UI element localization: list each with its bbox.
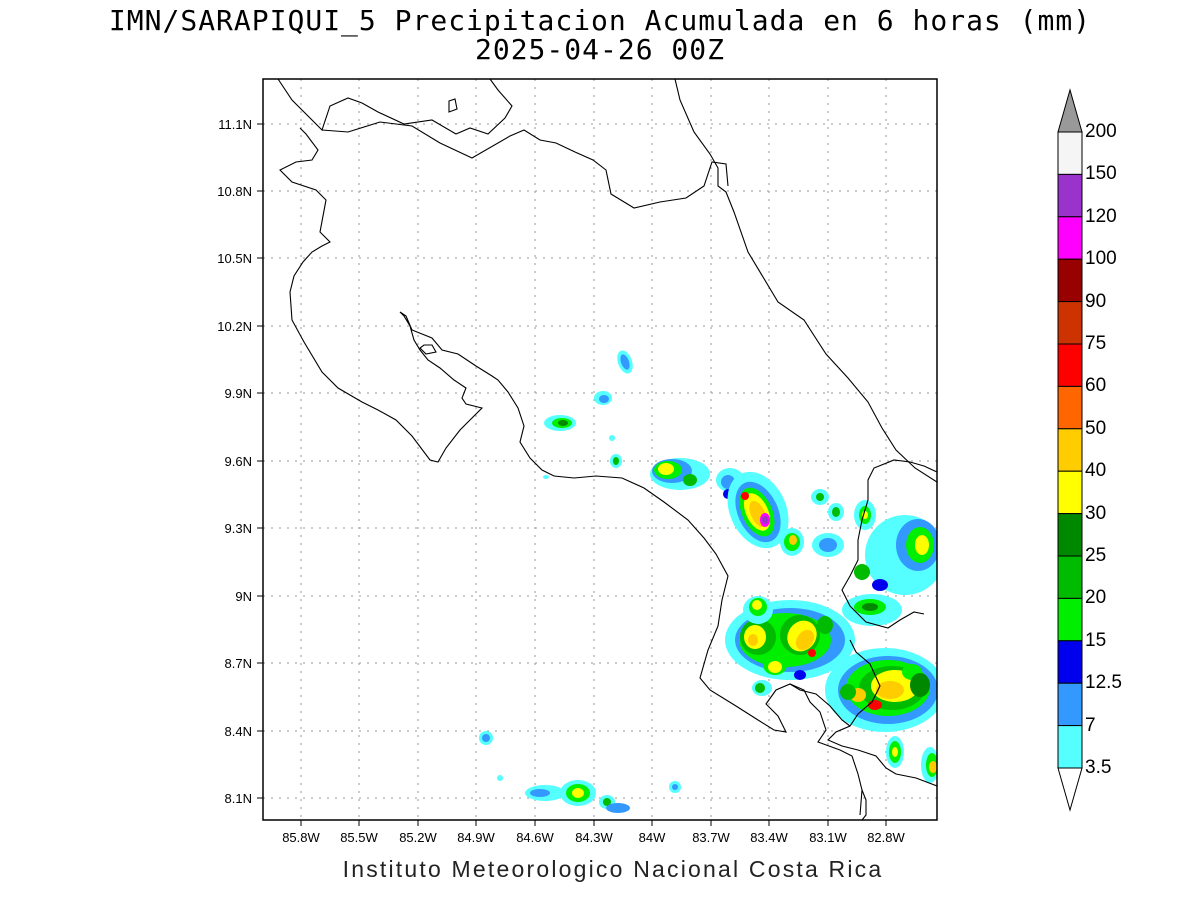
- rain-cell: [825, 648, 937, 732]
- colorbar-label: 120: [1085, 206, 1117, 227]
- colorbar-swatch-90: [1057, 301, 1083, 345]
- lake-island: [448, 98, 458, 113]
- osa-inner-coast: [789, 683, 851, 727]
- colorbar-swatch-60: [1057, 385, 1083, 430]
- panama-border: [841, 459, 937, 629]
- lon-tick-label: 83.7W: [692, 830, 730, 845]
- lat-tick-label: 9.3N: [225, 521, 252, 536]
- colorbar-label: 100: [1085, 248, 1117, 269]
- colorbar-label: 90: [1085, 291, 1107, 312]
- colorbar-label: 3.5: [1085, 757, 1112, 778]
- lat-tick-label: 8.7N: [225, 656, 252, 671]
- lon-tick-label: 83.1W: [809, 830, 847, 845]
- rain-cell: [610, 454, 622, 468]
- colorbar-swatch-30: [1057, 513, 1083, 557]
- map-frame: [262, 78, 938, 821]
- rain-cell: [828, 503, 844, 521]
- colorbar-arrow-bottom: [1057, 767, 1083, 812]
- lon-tick-label: 84W: [639, 830, 666, 845]
- lat-tick-label: 8.4N: [225, 724, 252, 739]
- map-title: IMN/SARAPIQUI_5 Precipitacion Acumulada …: [108, 4, 1092, 37]
- colorbar-label: 40: [1085, 460, 1107, 481]
- burica-peninsula: [861, 789, 867, 820]
- lon-tick-label: 85.2W: [399, 830, 437, 845]
- colorbar-swatch-75: [1057, 343, 1083, 387]
- nicaragua-costa-rica-border: [321, 121, 729, 209]
- colorbar-label: 20: [1085, 587, 1107, 608]
- rain-cell: [886, 736, 904, 768]
- rain-cell: [725, 596, 855, 696]
- colorbar-label: 30: [1085, 503, 1107, 524]
- colorbar-label: 25: [1085, 545, 1107, 566]
- colorbar-label: 7: [1085, 715, 1096, 736]
- lon-tick-label: 85.5W: [340, 830, 378, 845]
- colorbar-arrow-top: [1057, 88, 1083, 133]
- precipitation-field: [479, 350, 937, 813]
- rain-cell: [594, 391, 612, 405]
- colorbar-swatch-7: [1057, 725, 1083, 769]
- colorbar-label: 75: [1085, 333, 1107, 354]
- rain-cell: [780, 528, 804, 556]
- axis-ticks: [257, 123, 887, 826]
- colorbar-swatch-100: [1057, 258, 1083, 303]
- rain-cell: [497, 435, 681, 813]
- colorbar-label: 60: [1085, 375, 1107, 396]
- lat-gridlines: [263, 123, 937, 799]
- rain-cell: [812, 533, 844, 557]
- lat-tick-label: 9N: [235, 589, 252, 604]
- lat-tick-label: 10.8N: [217, 184, 252, 199]
- pacific-coast: [279, 127, 863, 816]
- colorbar-label: 200: [1085, 121, 1117, 142]
- rain-cell: [854, 515, 937, 595]
- lon-tick-label: 85.8W: [282, 830, 320, 845]
- rain-cell: [727, 471, 789, 549]
- lat-tick-label: 10.5N: [217, 251, 252, 266]
- colorbar-swatch-50: [1057, 428, 1083, 472]
- rain-cell: [842, 594, 902, 626]
- footer-credit: Instituto Meteorologico Nacional Costa R…: [342, 856, 884, 882]
- colorbar-swatch-200: [1057, 131, 1083, 175]
- rain-cell: [479, 731, 493, 745]
- map-subtitle-date: 2025-04-26 00Z: [474, 33, 725, 66]
- rain-cell: [811, 489, 829, 505]
- lon-tick-label: 82.8W: [867, 830, 905, 845]
- colorbar-label: 50: [1085, 418, 1107, 439]
- colorbar-label: 150: [1085, 163, 1117, 184]
- lon-gridlines: [300, 79, 887, 820]
- colorbar-swatch-15: [1057, 640, 1083, 684]
- lat-tick-label: 11.1N: [218, 117, 252, 132]
- lon-tick-label: 83.4W: [750, 830, 788, 845]
- colorbar-swatch-40: [1057, 470, 1083, 515]
- lat-tick-label: 9.6N: [225, 454, 252, 469]
- caribbean-coast: [674, 79, 937, 483]
- lat-tick-label: 9.9N: [225, 386, 252, 401]
- colorbar-swatch-25: [1057, 555, 1083, 599]
- nicaragua-lake-coast: [277, 79, 513, 135]
- coastlines: [277, 79, 937, 820]
- rain-cell: [617, 350, 633, 374]
- lat-tick-label: 8.1N: [225, 791, 252, 806]
- colorbar-swatch-20: [1057, 597, 1083, 642]
- rain-cell: [650, 458, 710, 490]
- lat-tick-label: 10.2N: [217, 319, 252, 334]
- lon-tick-label: 84.3W: [575, 830, 613, 845]
- lon-tick-label: 84.9W: [457, 830, 495, 845]
- rain-cell: [544, 415, 576, 431]
- colorbar-swatch-12.5: [1057, 682, 1083, 727]
- colorbar-swatch-150: [1057, 173, 1083, 218]
- colorbar-swatch-120: [1057, 216, 1083, 260]
- rain-cell: [921, 747, 937, 783]
- colorbar: [1057, 88, 1083, 812]
- lon-tick-label: 84.6W: [516, 830, 554, 845]
- lake-shape: [419, 344, 437, 355]
- colorbar-label: 15: [1085, 630, 1107, 651]
- colorbar-label: 12.5: [1085, 672, 1122, 693]
- rain-cell: [854, 500, 876, 530]
- panama-border-south: [827, 639, 937, 787]
